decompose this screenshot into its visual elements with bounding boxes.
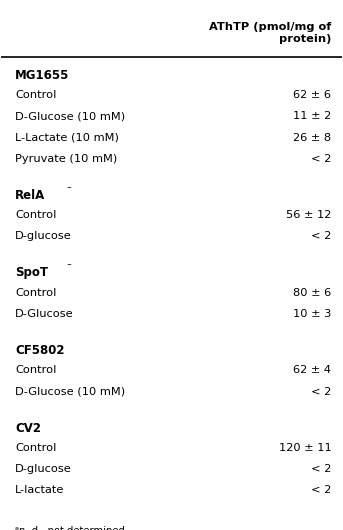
Text: L-Lactate (10 mM): L-Lactate (10 mM): [15, 132, 119, 143]
Text: D-Glucose (10 mM): D-Glucose (10 mM): [15, 386, 125, 396]
Text: 62 ± 6: 62 ± 6: [293, 90, 331, 100]
Text: Pyruvate (10 mM): Pyruvate (10 mM): [15, 154, 117, 164]
Text: CV2: CV2: [15, 421, 41, 435]
Text: 80 ± 6: 80 ± 6: [293, 288, 331, 298]
Text: D-glucose: D-glucose: [15, 232, 72, 242]
Text: Control: Control: [15, 90, 56, 100]
Text: 56 ± 12: 56 ± 12: [286, 210, 331, 220]
Text: RelA: RelA: [15, 189, 45, 202]
Text: CF5802: CF5802: [15, 344, 64, 357]
Text: MG1655: MG1655: [15, 69, 69, 82]
Text: Control: Control: [15, 210, 56, 220]
Text: ⁻: ⁻: [67, 262, 71, 271]
Text: 10 ± 3: 10 ± 3: [293, 309, 331, 319]
Text: < 2: < 2: [311, 386, 331, 396]
Text: Control: Control: [15, 288, 56, 298]
Text: 11 ± 2: 11 ± 2: [293, 111, 331, 121]
Text: 120 ± 11: 120 ± 11: [279, 443, 331, 453]
Text: SpoT: SpoT: [15, 267, 48, 279]
Text: 26 ± 8: 26 ± 8: [293, 132, 331, 143]
Text: Control: Control: [15, 443, 56, 453]
Text: D-glucose: D-glucose: [15, 464, 72, 474]
Text: D-Glucose (10 mM): D-Glucose (10 mM): [15, 111, 125, 121]
Text: < 2: < 2: [311, 485, 331, 496]
Text: < 2: < 2: [311, 232, 331, 242]
Text: < 2: < 2: [311, 464, 331, 474]
Text: L-lactate: L-lactate: [15, 485, 64, 496]
Text: 62 ± 4: 62 ± 4: [293, 365, 331, 375]
Text: D-Glucose: D-Glucose: [15, 309, 74, 319]
Text: < 2: < 2: [311, 154, 331, 164]
Text: ⁻: ⁻: [67, 185, 71, 194]
Text: ᵃn. d., not determined: ᵃn. d., not determined: [15, 526, 125, 530]
Text: Control: Control: [15, 365, 56, 375]
Text: AThTP (pmol/mg of
protein): AThTP (pmol/mg of protein): [209, 22, 331, 44]
